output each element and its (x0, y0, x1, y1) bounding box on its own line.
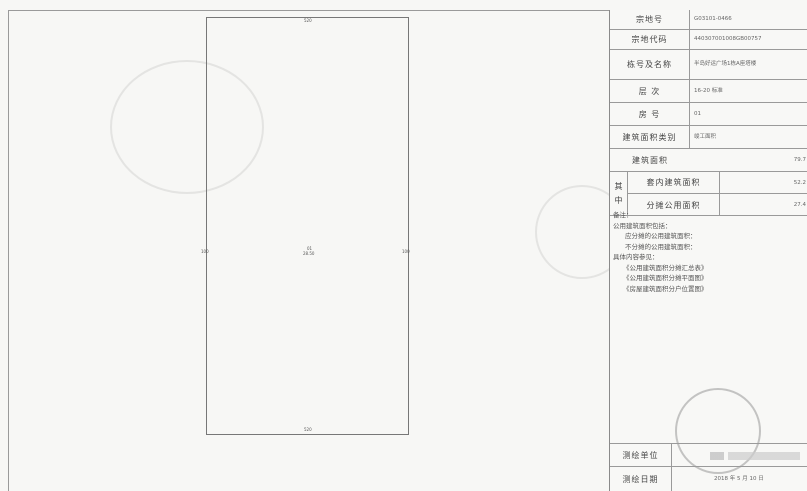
date-value: 2018 年 5 月 10 日 (714, 475, 764, 482)
drawing-frame (8, 10, 807, 491)
building-value: 半岛好运广场1栋A座塔楼 (694, 61, 757, 67)
faint-stamp-left (110, 60, 264, 194)
room-label: 房 号 (610, 103, 690, 125)
row-date: 测绘日期 2018 年 5 月 10 日 (610, 467, 807, 491)
row-room: 房 号 01 (610, 103, 807, 126)
floor-plan-outline (206, 17, 409, 435)
of-which-char-1: 其 (614, 181, 623, 191)
remarks-line-7: 《房屋建筑面积分户位置图》 (623, 284, 708, 293)
row-surveyor: 测绘单位 (610, 443, 807, 467)
of-which-char-2: 中 (614, 195, 623, 205)
row-area-source: 建筑面积类别 竣工面积 (610, 126, 807, 149)
survey-no-label: 宗地号 (610, 10, 690, 29)
row-survey-no: 宗地号 G03101-0466 (610, 10, 807, 30)
area-source-value: 竣工面积 (694, 133, 717, 140)
shared-area-row: 分摊公用面积 27.4 (628, 194, 807, 216)
floor-label: 层 次 (610, 80, 690, 102)
surveyor-stamp (710, 452, 800, 460)
plan-top-dimension: 520 (304, 18, 312, 23)
parcel-code-value: 440307001008GB00757 (694, 36, 762, 42)
date-label: 测绘日期 (610, 467, 672, 491)
remarks-line-2: 应分摊的公用建筑面积： (625, 232, 697, 240)
of-which-column: 其 中 (610, 172, 628, 215)
parcel-code-label: 宗地代码 (610, 30, 690, 49)
inner-area-row: 套内建筑面积 52.2 (628, 172, 807, 194)
plan-room-area: 28.50 (303, 251, 315, 256)
area-source-label: 建筑面积类别 (610, 126, 690, 148)
row-building: 栋号及名称 半岛好运广场1栋A座塔楼 (610, 50, 807, 80)
remarks-line-6: 《公用建筑面积分摊平面图》 (623, 274, 708, 282)
floor-value: 16-20 标准 (694, 87, 723, 94)
building-label: 栋号及名称 (610, 50, 690, 79)
surveyor-label: 测绘单位 (610, 444, 672, 466)
info-table: 宗地号 G03101-0466 宗地代码 440307001008GB00757… (609, 10, 807, 491)
remarks-line-5: 《公用建筑面积分摊汇总表》 (623, 263, 708, 272)
remarks-title: 备注： (613, 211, 633, 219)
plan-right-dimension: 100 (402, 249, 410, 254)
remarks-line-4: 具体内容参见： (613, 253, 659, 261)
plan-left-dimension: 100 (201, 249, 209, 254)
inner-area-value: 52.2 (793, 179, 806, 186)
plan-room-label: 01 (307, 246, 313, 251)
survey-no-value: G03101-0466 (694, 16, 732, 22)
official-seal (675, 388, 761, 474)
plan-bottom-dimension: 520 (304, 427, 312, 432)
remarks-block: 备注： 公用建筑面积包括： 应分摊的公用建筑面积： 不分摊的公用建筑面积： 具体… (613, 210, 805, 294)
remarks-line-1: 公用建筑面积包括： (613, 221, 672, 230)
inner-area-label: 套内建筑面积 (628, 172, 720, 193)
row-building-area: 建筑面积 79.7 (610, 149, 807, 172)
room-value: 01 (694, 110, 701, 117)
shared-area-value: 27.4 (793, 202, 806, 208)
row-floor: 层 次 16-20 标准 (610, 80, 807, 103)
building-area-label: 建筑面积 (632, 155, 668, 165)
building-area-value: 79.7 (793, 157, 806, 163)
row-parcel-code: 宗地代码 440307001008GB00757 (610, 30, 807, 50)
remarks-line-3: 不分摊的公用建筑面积： (625, 242, 697, 251)
row-of-which: 其 中 套内建筑面积 52.2 分摊公用面积 27.4 (610, 172, 807, 216)
shared-area-label: 分摊公用面积 (628, 194, 720, 216)
